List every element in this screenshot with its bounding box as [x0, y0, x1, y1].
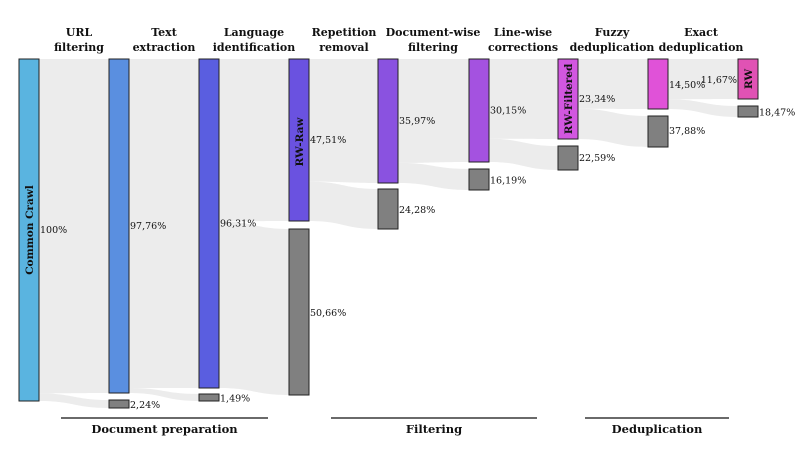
flow-removed-6: [489, 138, 558, 170]
kept-node-0: [18, 58, 40, 402]
flow-removed-7: [578, 108, 648, 147]
removed-node-4: [377, 188, 399, 230]
kept-node-6: [557, 58, 579, 140]
stage-header-4: Repetition removal: [312, 26, 377, 54]
flow-removed-3: [219, 221, 289, 395]
flow-kept-7: [578, 59, 648, 109]
flow-removed-5: [398, 162, 469, 190]
removed-percent-label-5: 16,19%: [490, 176, 526, 187]
flow-removed-4: [309, 181, 378, 229]
kept-percent-label-4: 35,97%: [399, 116, 435, 127]
node-name-final: RW: [743, 69, 755, 89]
flow-kept-5: [398, 59, 469, 163]
stage-header-6: Line-wise corrections: [488, 26, 558, 54]
flow-kept-4: [309, 59, 378, 183]
group-label-3: Deduplication: [612, 422, 703, 436]
removed-node-6: [557, 145, 579, 171]
kept-node-5: [468, 58, 490, 163]
group-footers: Document preparation Filtering Deduplicati…: [61, 417, 729, 436]
stage-header-2: Text extraction: [133, 26, 196, 54]
removed-node-2: [198, 393, 220, 402]
removed-percent-label-6: 22,59%: [579, 153, 615, 164]
flow-kept-2: [129, 59, 199, 389]
kept-percent-label-6: 23,34%: [579, 94, 615, 105]
stage-headers: URL filtering Text extraction Language identi…: [54, 26, 743, 54]
flows: [39, 59, 738, 408]
group-label-2: Filtering: [406, 422, 462, 436]
removed-node-7: [647, 115, 669, 148]
removed-node-8: [737, 105, 759, 118]
kept-node-8: [737, 58, 759, 100]
flow-kept-3: [219, 59, 289, 222]
flow-removed-8: [668, 99, 738, 117]
removed-percent-label-3: 50,66%: [310, 308, 346, 319]
nodes: 100% Common Crawl 97,76% 96,31% 47,51% RW-Raw…: [18, 58, 795, 411]
kept-percent-label-0: 100%: [40, 225, 67, 236]
stage-header-3: Language identification: [213, 26, 296, 54]
flow-kept-8: [668, 59, 738, 100]
kept-percent-label-1: 97,76%: [130, 221, 166, 232]
kept-percent-label-5: 30,15%: [490, 106, 526, 117]
removed-node-5: [468, 168, 490, 191]
flow-kept-6: [489, 59, 558, 139]
kept-node-1: [108, 58, 130, 394]
node-name-source: Common Crawl: [24, 185, 36, 275]
flow-removed-2: [129, 388, 199, 401]
kept-node-4: [377, 58, 399, 184]
removed-percent-label-7: 37,88%: [669, 126, 705, 137]
stage-header-8: Exact deduplication: [659, 26, 744, 54]
kept-node-3: [288, 58, 310, 222]
group-label-1: Document preparation: [91, 422, 238, 436]
node-name-raw: RW-Raw: [294, 117, 306, 167]
stage-header-5: Document-wise filtering: [386, 26, 481, 54]
node-name-filtered: RW-Filtered: [563, 63, 575, 134]
stage-header-1: URL filtering: [54, 26, 104, 54]
flow-removed-1: [39, 393, 109, 408]
kept-percent-label-8: 11,67%: [701, 75, 737, 86]
removed-percent-label-1: 2,24%: [130, 400, 160, 411]
removed-percent-label-4: 24,28%: [399, 205, 435, 216]
kept-percent-label-7: 14,50%: [669, 80, 705, 91]
kept-node-2: [198, 58, 220, 389]
stage-header-7: Fuzzy deduplication: [570, 26, 655, 54]
removed-node-3: [288, 228, 310, 396]
removed-percent-label-2: 1,49%: [220, 394, 250, 405]
removed-node-1: [108, 399, 130, 409]
removed-percent-label-8: 18,47%: [759, 108, 795, 119]
flow-kept-1: [39, 59, 109, 394]
kept-node-7: [647, 58, 669, 110]
kept-percent-label-2: 96,31%: [220, 219, 256, 230]
kept-percent-label-3: 47,51%: [310, 135, 346, 146]
